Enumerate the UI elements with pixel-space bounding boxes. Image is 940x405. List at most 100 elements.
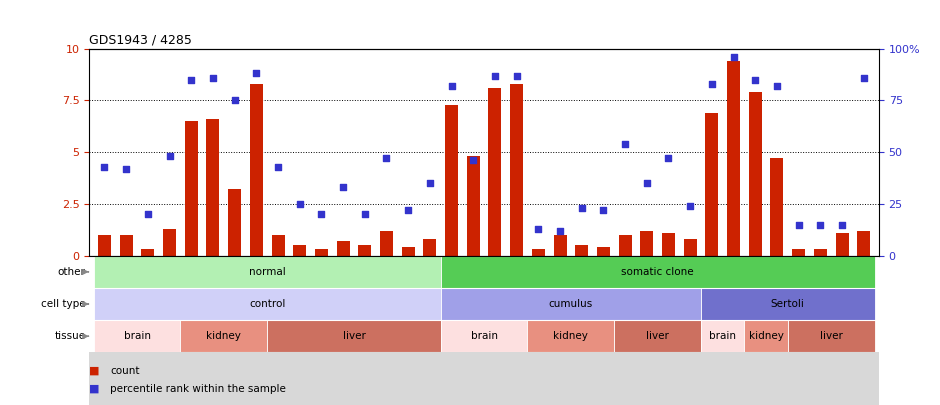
Text: brain: brain [123,331,150,341]
Text: normal: normal [249,267,286,277]
Bar [94,288,441,320]
Point [856,75,871,81]
Text: tissue: tissue [55,331,86,341]
Bar [532,249,545,256]
Bar [705,113,718,256]
Point [162,153,177,160]
Bar [380,231,393,256]
Text: brain: brain [471,331,497,341]
Point [488,72,503,79]
Bar [185,121,197,256]
Bar [683,239,697,256]
Bar [315,249,328,256]
Bar [792,249,806,256]
Bar [527,320,614,352]
Bar [727,61,740,256]
Point [357,211,372,217]
Point [639,180,654,186]
Point [140,211,155,217]
Point [661,155,676,162]
Bar [441,320,527,352]
Bar [98,235,111,256]
Bar [141,249,154,256]
Text: liver: liver [342,331,366,341]
Point [747,77,762,83]
Bar [445,104,458,256]
Text: kidney: kidney [554,331,588,341]
Point [682,203,697,209]
Bar [441,256,874,288]
Bar [441,288,701,320]
Bar [597,247,610,256]
Point [465,157,480,164]
Bar [293,245,306,256]
Text: cell type: cell type [40,299,86,309]
Bar [701,320,744,352]
Bar [180,320,267,352]
Point [704,81,719,87]
Point [726,53,741,60]
Bar [771,158,783,256]
Text: cumulus: cumulus [549,299,593,309]
Bar [749,92,761,256]
Point [813,222,828,228]
Bar [836,233,849,256]
Point [183,77,198,83]
Text: ■: ■ [89,384,100,394]
Point [531,226,546,232]
Point [509,72,525,79]
Point [574,205,589,211]
Point [791,222,807,228]
Bar [614,320,701,352]
Text: control: control [249,299,286,309]
Bar [788,320,874,352]
Bar [489,88,501,256]
Bar [207,119,219,256]
Point [422,180,437,186]
Point [596,207,611,213]
Bar [467,156,479,256]
Bar [250,84,263,256]
Bar [272,235,285,256]
Text: other: other [57,267,86,277]
Point [227,97,243,104]
Bar [228,190,242,256]
Text: liver: liver [820,331,842,341]
Bar [662,233,675,256]
Text: kidney: kidney [748,331,784,341]
Bar [358,245,371,256]
Text: GDS1943 / 4285: GDS1943 / 4285 [89,34,192,47]
Point [314,211,329,217]
Point [379,155,394,162]
Text: brain: brain [709,331,736,341]
Bar [423,239,436,256]
Point [444,83,459,89]
Text: somatic clone: somatic clone [621,267,694,277]
Point [400,207,415,213]
Bar [401,247,415,256]
Bar [267,320,441,352]
Point [97,163,112,170]
Bar [554,235,567,256]
Text: liver: liver [646,331,669,341]
Text: ■: ■ [89,366,100,375]
Point [618,141,633,147]
Bar [94,256,441,288]
Bar [163,229,176,256]
Point [118,166,133,172]
Bar [744,320,788,352]
Bar [619,235,632,256]
Bar [337,241,350,256]
Point [770,83,785,89]
Point [292,201,307,207]
Bar [89,256,879,405]
Bar [94,320,180,352]
Bar [640,231,653,256]
Text: kidney: kidney [207,331,242,341]
Point [206,75,221,81]
Bar [119,235,133,256]
Point [249,70,264,77]
Bar [857,231,870,256]
Bar [575,245,588,256]
Bar [510,84,524,256]
